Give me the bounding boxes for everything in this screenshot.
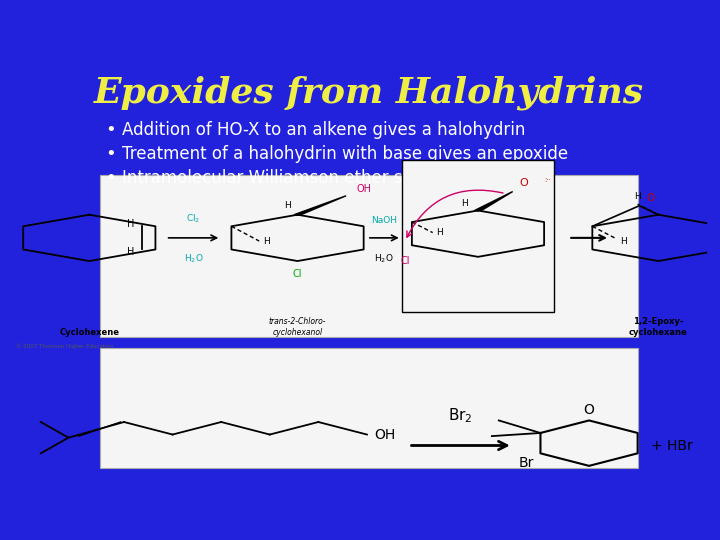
Polygon shape xyxy=(474,192,513,211)
Text: Epoxides from Halohydrins: Epoxides from Halohydrins xyxy=(94,75,644,110)
Text: trans-2-Chloro-
cyclohexanol: trans-2-Chloro- cyclohexanol xyxy=(269,318,326,337)
Text: OH: OH xyxy=(374,428,395,442)
Text: 1,2-Epoxy-
cyclohexane: 1,2-Epoxy- cyclohexane xyxy=(629,318,688,337)
Text: H: H xyxy=(634,192,641,201)
Text: H$_2$O: H$_2$O xyxy=(184,253,203,265)
Text: H: H xyxy=(436,228,443,237)
Text: + HBr: + HBr xyxy=(652,438,693,453)
Text: H$_2$O: H$_2$O xyxy=(374,253,394,265)
Text: Treatment of a halohydrin with base gives an epoxide: Treatment of a halohydrin with base give… xyxy=(122,145,569,163)
Text: H: H xyxy=(461,199,467,208)
Text: H: H xyxy=(284,201,291,211)
Text: Br$_2$: Br$_2$ xyxy=(449,407,473,425)
Text: •: • xyxy=(106,145,117,163)
Text: Cyclohexene: Cyclohexene xyxy=(59,328,120,337)
Bar xyxy=(100,175,638,337)
Bar xyxy=(100,348,638,468)
Text: Cl$_2$: Cl$_2$ xyxy=(186,213,201,225)
Text: H: H xyxy=(127,219,135,229)
Text: © 2007 Thomson Higher Education: © 2007 Thomson Higher Education xyxy=(17,344,114,349)
Text: H: H xyxy=(620,237,627,246)
Text: •: • xyxy=(106,121,117,139)
Text: O: O xyxy=(584,402,595,416)
Text: O: O xyxy=(647,193,654,202)
Text: Br: Br xyxy=(518,456,534,470)
Text: Cl: Cl xyxy=(293,269,302,280)
Text: NaOH: NaOH xyxy=(372,216,397,225)
Text: H: H xyxy=(127,247,135,256)
Text: Cl: Cl xyxy=(400,256,410,266)
Polygon shape xyxy=(294,195,346,215)
Text: Intramolecular Williamson ether synthesis: Intramolecular Williamson ether synthesi… xyxy=(122,169,473,187)
Text: •: • xyxy=(106,169,117,187)
Text: OH: OH xyxy=(356,184,372,194)
Text: :··: :·· xyxy=(544,177,551,183)
Text: Addition of HO-X to an alkene gives a halohydrin: Addition of HO-X to an alkene gives a ha… xyxy=(122,121,526,139)
Text: O: O xyxy=(520,178,528,188)
Bar xyxy=(402,160,554,312)
Text: H: H xyxy=(263,237,269,246)
